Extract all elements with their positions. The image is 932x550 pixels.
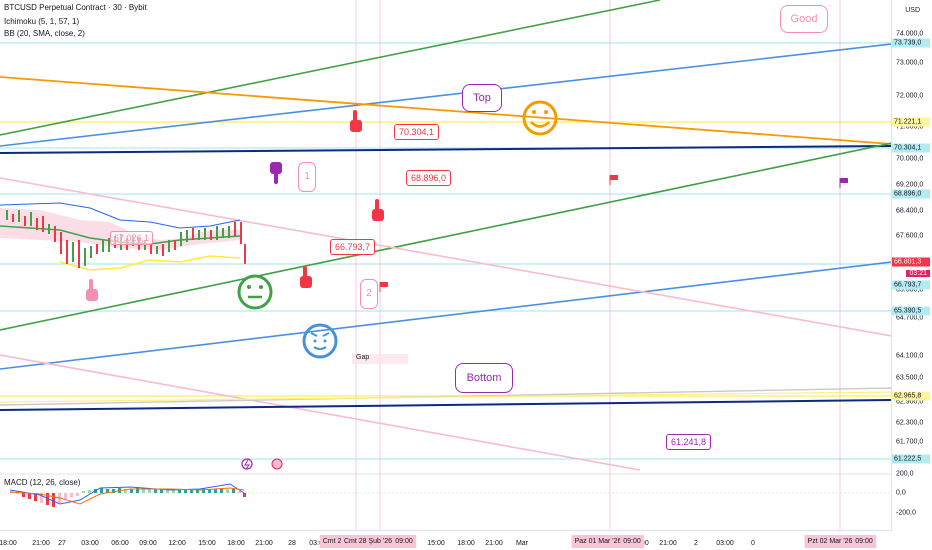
sleepy-face-icon[interactable]: [302, 323, 338, 359]
bb-lower-line: [59, 255, 241, 271]
green-trend-upper: [0, 0, 661, 136]
good-callout[interactable]: Good: [780, 5, 828, 33]
price-callout-70304[interactable]: 70.304,1: [394, 124, 440, 140]
time-tick-label: 2: [694, 540, 698, 547]
orange-trend: [0, 76, 893, 145]
time-tick-label: 15:00: [427, 540, 445, 547]
time-tick-label: 09:00: [139, 540, 157, 547]
bottom-callout[interactable]: Bottom: [455, 363, 513, 393]
time-tick-label: 03:00: [81, 540, 99, 547]
macd-pane[interactable]: [0, 473, 892, 507]
price-tick-label: 71.000,0: [896, 123, 924, 131]
price-tick-label: 68.400,0: [896, 207, 924, 215]
indicator-ichimoku[interactable]: Ichimoku (5, 1, 57, 1): [4, 17, 80, 26]
price-callout-66793[interactable]: 66.793,7: [330, 239, 376, 255]
gap-label: Gap: [356, 354, 370, 361]
time-tick-label: 21:00: [485, 540, 503, 547]
indicator-macd[interactable]: MACD (12, 26, close): [4, 478, 81, 487]
blue-trend-lower: [0, 261, 893, 370]
price-tick-label: 67.600,0: [896, 232, 924, 240]
price-callout-61241[interactable]: 61.241,8: [666, 434, 712, 450]
price-level-badge: 68.896,0: [892, 189, 930, 199]
time-tick-label: 21:00: [255, 540, 273, 547]
time-highlight-label: Paz 01 Mar '26: [571, 535, 625, 548]
time-highlight-label: Pzt 02 Mar '26: [804, 535, 856, 548]
time-tick-label: 28: [288, 540, 296, 547]
currency-label: USD: [905, 7, 920, 14]
time-tick-label: 03:00: [309, 540, 327, 547]
price-level-badge: 66.793,7: [892, 280, 930, 290]
time-tick-label: 27: [58, 540, 66, 547]
neutral-face-icon[interactable]: [237, 274, 273, 310]
time-highlight-label: Cmt 28 Şub '26: [340, 535, 396, 548]
macd-tick-label: 0,0: [896, 489, 906, 497]
price-level-badge: 62.965,8: [892, 391, 930, 401]
price-tick-label: 74.000,0: [896, 30, 924, 38]
time-tick-label: 21:00: [659, 540, 677, 547]
hand-pointer-icons: [86, 110, 384, 301]
macd-tick-label: 200,0: [896, 470, 914, 478]
price-tick-label: 65.600,0: [896, 286, 924, 294]
smiley-face-icon[interactable]: [522, 100, 558, 136]
vertical-markers: [355, 0, 841, 530]
navy-trend-lower: [0, 399, 893, 411]
time-tick-label: 12:00: [168, 540, 186, 547]
price-tick-label: 64.700,0: [896, 314, 924, 322]
bar-countdown: 03:21: [906, 270, 930, 277]
top-callout[interactable]: Top: [462, 84, 502, 112]
price-tick-label: 69.200,0: [896, 181, 924, 189]
label-one[interactable]: 1: [298, 162, 316, 192]
label-two[interactable]: 2: [360, 279, 378, 309]
time-tick-label: 21:00: [32, 540, 50, 547]
indicator-bb[interactable]: BB (20, SMA, close, 2): [4, 29, 85, 38]
time-tick-label: 03:00: [716, 540, 734, 547]
time-tick-label: 18:00: [0, 540, 17, 547]
time-tick-label: Mar: [515, 540, 529, 547]
navy-trend-upper: [0, 145, 893, 154]
price-callout-67026[interactable]: 67.026,1: [110, 231, 154, 245]
price-level-badge: 71.221,1: [892, 117, 930, 127]
price-level-badge: 65.390,5: [892, 306, 930, 316]
price-tick-label: 72.000,0: [896, 92, 924, 100]
price-level-badge: 61.222,5: [892, 454, 930, 464]
time-highlight-label: 09:00: [852, 535, 876, 548]
time-highlight-label: 09:00: [392, 535, 416, 548]
macd-tick-label: -200,0: [896, 509, 916, 517]
trend-lines[interactable]: [0, 0, 893, 471]
price-tick-label: 70.000,0: [896, 155, 924, 163]
green-trend-lower: [0, 142, 893, 331]
price-tick-label: 63.500,0: [896, 374, 924, 382]
pink-trend-lower: [0, 354, 641, 471]
time-tick-label: 0: [751, 540, 755, 547]
time-tick-label: 15:00: [198, 540, 216, 547]
price-level-badge: 73.739,0: [892, 38, 930, 48]
price-callout-68896[interactable]: 68.896,0: [406, 170, 452, 186]
time-tick-label: 06:00: [111, 540, 129, 547]
time-axis[interactable]: 18:00 21:00 27 03:00 06:00 09:00 12:00 15:00 18:…: [0, 530, 892, 550]
time-tick-label: 18:00: [227, 540, 245, 547]
price-tick-label: 62.900,0: [896, 398, 924, 406]
time-highlight-label: 09:00: [620, 535, 644, 548]
macd-line: [9, 483, 245, 505]
event-icons[interactable]: [241, 458, 283, 470]
price-tick-label: 62.300,0: [896, 419, 924, 427]
time-tick-label: 18:00: [457, 540, 475, 547]
bb-upper-line: [0, 202, 241, 229]
price-region[interactable]: [0, 202, 246, 271]
signal-line: [9, 487, 245, 505]
blue-trend-upper: [0, 43, 893, 147]
price-level-badge: 70.304,1: [892, 143, 930, 153]
price-tick-label: 64.100,0: [896, 352, 924, 360]
price-tick-label: 61.700,0: [896, 438, 924, 446]
yellow-trend: [0, 391, 893, 403]
chart-title: BTCUSD Perpetual Contract · 30 · Bybit: [4, 3, 147, 12]
pink-trend-upper: [0, 177, 893, 337]
price-level-badge: 66.801,3: [892, 257, 930, 267]
price-tick-label: 73.000,0: [896, 59, 924, 67]
flag-icons: [379, 175, 848, 292]
gap-box: [352, 354, 408, 364]
